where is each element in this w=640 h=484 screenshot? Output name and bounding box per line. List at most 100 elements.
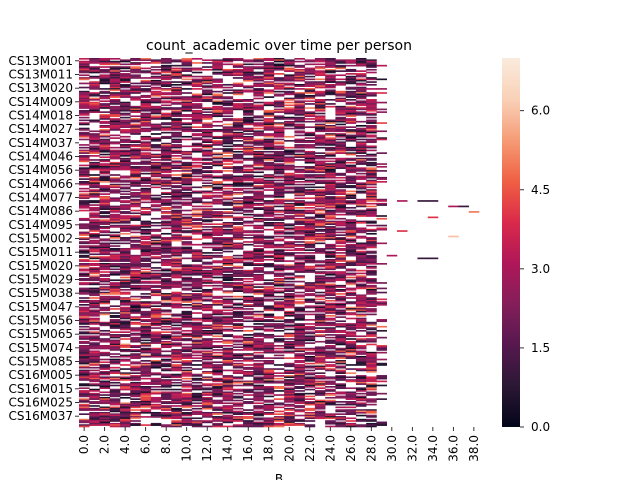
heatmap-cell bbox=[335, 138, 346, 141]
heatmap-cell bbox=[150, 332, 162, 335]
heatmap-cell bbox=[212, 191, 223, 194]
heatmap-cell bbox=[294, 178, 305, 180]
heatmap-cell bbox=[325, 215, 336, 217]
heatmap-cell bbox=[284, 97, 295, 100]
heatmap-cell bbox=[161, 74, 172, 77]
heatmap-cell bbox=[150, 174, 162, 176]
heatmap-cell bbox=[325, 297, 336, 299]
heatmap-cell bbox=[366, 155, 377, 157]
heatmap-cell bbox=[171, 361, 182, 364]
heatmap-cell bbox=[304, 355, 316, 358]
heatmap-cell bbox=[304, 246, 316, 249]
heatmap-cell bbox=[89, 309, 100, 312]
heatmap-cell bbox=[181, 301, 193, 303]
heatmap-cell bbox=[212, 216, 223, 219]
heatmap-cell bbox=[345, 246, 357, 249]
heatmap-cell bbox=[335, 189, 346, 191]
heatmap-cell bbox=[304, 216, 316, 219]
heatmap-cell bbox=[253, 78, 264, 81]
heatmap-cell bbox=[202, 179, 213, 182]
heatmap-cell bbox=[109, 293, 121, 295]
heatmap-cell bbox=[294, 372, 305, 374]
heatmap-cell bbox=[79, 105, 90, 108]
heatmap-cell bbox=[161, 92, 172, 94]
heatmap-cell bbox=[366, 387, 377, 390]
heatmap-cell bbox=[89, 293, 100, 295]
heatmap-cell bbox=[130, 129, 141, 131]
heatmap-cell bbox=[109, 305, 121, 308]
heatmap-cell bbox=[212, 369, 223, 372]
heatmap-cell bbox=[325, 305, 336, 308]
heatmap-cell bbox=[130, 375, 141, 377]
heatmap-cell bbox=[191, 332, 203, 335]
heatmap-cell bbox=[212, 194, 223, 197]
heatmap-cell bbox=[150, 234, 162, 236]
heatmap-cell bbox=[120, 310, 131, 313]
heatmap-cell bbox=[79, 357, 90, 359]
heatmap-cell bbox=[130, 205, 141, 208]
heatmap-cell bbox=[79, 96, 90, 98]
heatmap-cell bbox=[120, 89, 131, 92]
heatmap-cell bbox=[181, 293, 193, 295]
heatmap-cell bbox=[202, 316, 213, 318]
heatmap-cell bbox=[109, 327, 121, 329]
heatmap-cell bbox=[355, 353, 367, 355]
heatmap-cell bbox=[120, 276, 131, 279]
heatmap-cell bbox=[222, 58, 234, 60]
heatmap-cell bbox=[284, 165, 295, 168]
heatmap-cell bbox=[120, 297, 131, 299]
heatmap-cell bbox=[79, 390, 90, 392]
heatmap-cell bbox=[304, 59, 316, 62]
heatmap-cell bbox=[243, 79, 254, 82]
heatmap-cell bbox=[345, 122, 357, 124]
heatmap-cell bbox=[120, 388, 131, 391]
heatmap-cell bbox=[150, 243, 162, 246]
chart-title: count_academic over time per person bbox=[146, 38, 412, 54]
heatmap-cell bbox=[263, 206, 275, 209]
heatmap-cell bbox=[222, 170, 234, 172]
heatmap-cell bbox=[140, 284, 152, 287]
heatmap-cell bbox=[171, 135, 182, 138]
heatmap-cell bbox=[140, 282, 152, 284]
heatmap-cell bbox=[161, 175, 172, 178]
heatmap-cell bbox=[109, 343, 121, 346]
heatmap-cell bbox=[345, 137, 357, 139]
heatmap-cell bbox=[325, 264, 336, 267]
heatmap-cell bbox=[99, 92, 111, 94]
heatmap-cell bbox=[120, 387, 131, 390]
heatmap-cell bbox=[284, 265, 295, 268]
heatmap-cell bbox=[79, 144, 90, 146]
heatmap-cell bbox=[232, 197, 244, 200]
heatmap-cell bbox=[253, 314, 264, 317]
heatmap-cell bbox=[150, 175, 162, 178]
heatmap-cell bbox=[79, 92, 90, 94]
heatmap-cell bbox=[202, 153, 213, 156]
heatmap-cell bbox=[161, 67, 172, 70]
heatmap-cell bbox=[294, 189, 305, 191]
heatmap-cell bbox=[150, 261, 162, 264]
heatmap-cell bbox=[284, 342, 295, 344]
heatmap-cell bbox=[284, 146, 295, 149]
heatmap-cell bbox=[202, 190, 213, 193]
heatmap-cell bbox=[140, 88, 152, 90]
heatmap-cell bbox=[161, 232, 172, 235]
heatmap-cell bbox=[355, 59, 367, 62]
heatmap-cell bbox=[79, 375, 90, 377]
heatmap-cell bbox=[263, 200, 275, 202]
heatmap-cell bbox=[161, 243, 172, 246]
heatmap-cell bbox=[243, 372, 254, 374]
heatmap-cell bbox=[263, 391, 275, 394]
heatmap-cell bbox=[150, 324, 162, 327]
heatmap-cell bbox=[263, 118, 275, 120]
heatmap-cell bbox=[212, 323, 223, 325]
heatmap-cell bbox=[345, 228, 357, 231]
heatmap-cell bbox=[181, 360, 193, 362]
heatmap-cell bbox=[273, 79, 285, 82]
heatmap-cell bbox=[366, 245, 377, 247]
heatmap-cell bbox=[284, 124, 295, 127]
heatmap-cell bbox=[325, 243, 336, 246]
heatmap-cell bbox=[366, 273, 377, 276]
heatmap-cell bbox=[232, 372, 244, 374]
heatmap-cell bbox=[314, 176, 326, 179]
heatmap-cell bbox=[355, 86, 367, 89]
